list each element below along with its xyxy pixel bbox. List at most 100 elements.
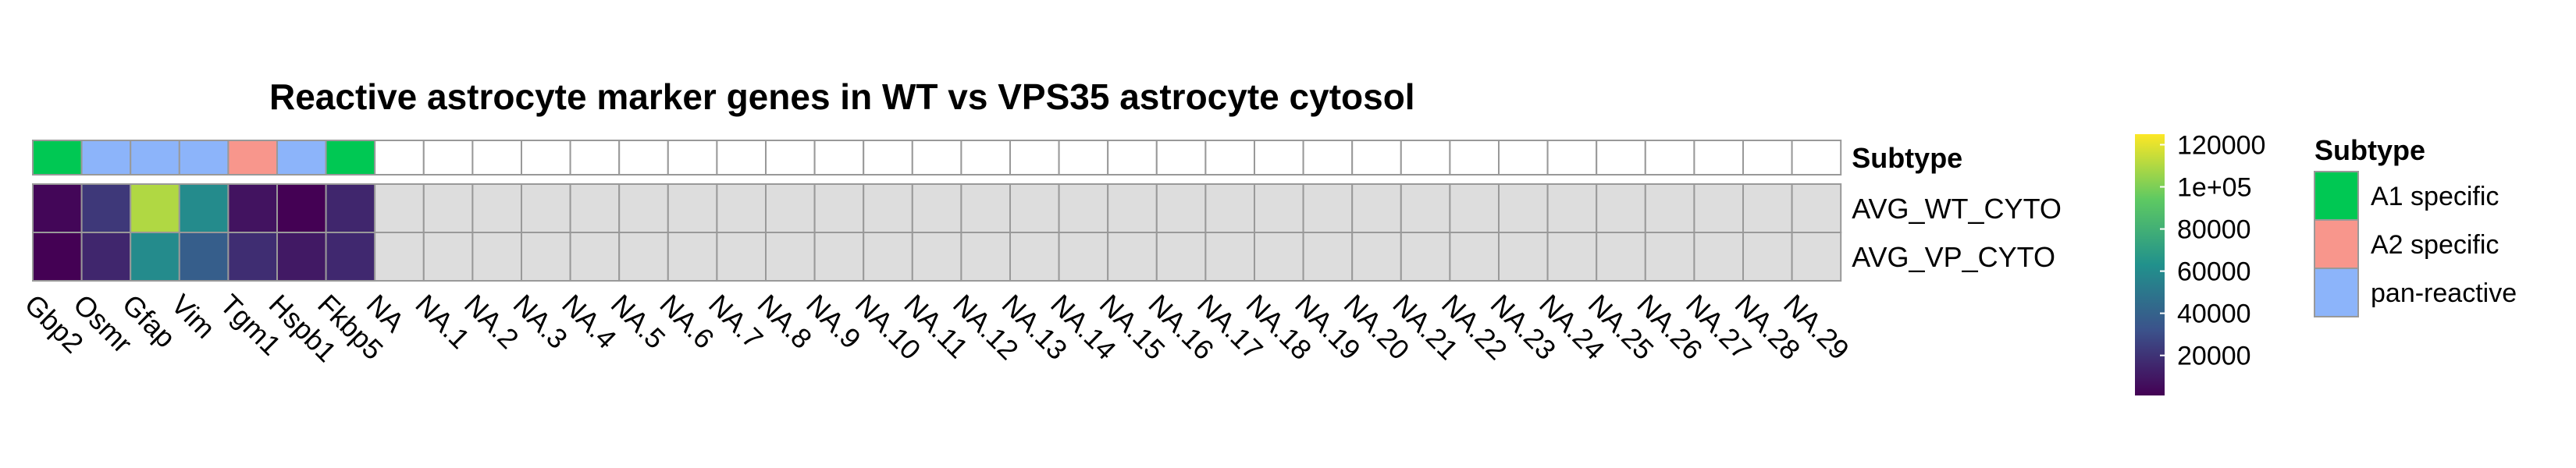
column-label: NA.4 xyxy=(556,288,623,355)
heatmap-cell-AVG_WT_CYTO-NA.18 xyxy=(1254,183,1304,233)
heatmap-cell-AVG_VP_CYTO-NA.22 xyxy=(1449,232,1500,282)
annotation-cell-NA xyxy=(374,140,425,176)
heatmap-cell-AVG_VP_CYTO-NA.15 xyxy=(1107,232,1158,282)
column-label: NA.1 xyxy=(409,288,476,355)
heatmap-cell-AVG_WT_CYTO-NA.21 xyxy=(1400,183,1451,233)
heatmap-cell-AVG_WT_CYTO-NA.9 xyxy=(813,183,865,233)
heatmap-cell-AVG_VP_CYTO-NA.10 xyxy=(863,232,913,282)
heatmap-cell-AVG_VP_CYTO-NA.9 xyxy=(813,232,865,282)
annotation-cell-NA.6 xyxy=(667,140,718,176)
heatmap-cell-AVG_WT_CYTO-NA.15 xyxy=(1107,183,1158,233)
column-label: NA.7 xyxy=(703,288,770,355)
annotation-cell-NA.27 xyxy=(1693,140,1744,176)
annotation-cell-NA.22 xyxy=(1449,140,1500,176)
column-label: NA.8 xyxy=(752,288,819,355)
heatmap-cell-AVG_WT_CYTO-NA.7 xyxy=(716,183,767,233)
heatmap-cell-AVG_VP_CYTO-NA.25 xyxy=(1596,232,1646,282)
heatmap-cell-AVG_WT_CYTO-Vim xyxy=(178,183,229,233)
heatmap-cell-AVG_VP_CYTO-Gbp2 xyxy=(32,232,83,282)
heatmap-cell-AVG_WT_CYTO-NA.22 xyxy=(1449,183,1500,233)
colorbar: 120000 1e+05 80000 60000 40000 20000 xyxy=(2135,131,2265,395)
colorbar-tick-label: 60000 xyxy=(2177,257,2251,287)
heatmap-cell-AVG_WT_CYTO-NA.19 xyxy=(1302,183,1354,233)
annotation-cell-NA.19 xyxy=(1302,140,1354,176)
column-label: NA.6 xyxy=(653,288,720,355)
colorbar-tick-label: 20000 xyxy=(2177,342,2251,371)
annotation-track xyxy=(32,140,1842,176)
annotation-cell-NA.14 xyxy=(1058,140,1109,176)
annotation-cell-NA.20 xyxy=(1351,140,1402,176)
heatmap-cell-AVG_WT_CYTO-NA.8 xyxy=(765,183,816,233)
heatmap-cell-AVG_VP_CYTO-NA.17 xyxy=(1204,232,1256,282)
heatmap-cell-AVG_VP_CYTO-NA.14 xyxy=(1058,232,1109,282)
annotation-cell-Hspb1 xyxy=(276,140,327,176)
heatmap-cell-AVG_WT_CYTO-NA.16 xyxy=(1155,183,1207,233)
column-label: NA.3 xyxy=(507,288,575,355)
column-labels: Gbp2OsmrGfapVimTgm1Hspb1Fkbp5NANA.1NA.2N… xyxy=(19,288,1856,368)
heatmap-cell-AVG_WT_CYTO-NA.14 xyxy=(1058,183,1109,233)
colorbar-tick-label: 1e+05 xyxy=(2177,173,2252,203)
subtype-legend: Subtype A1 specific A2 specific pan-reactiv… xyxy=(2314,134,2517,317)
heatmap-cell-AVG_VP_CYTO-NA.2 xyxy=(471,232,523,282)
heatmap-cell-AVG_WT_CYTO-Osmr xyxy=(80,183,132,233)
annotation-cell-NA.7 xyxy=(716,140,767,176)
heatmap-cell-AVG_VP_CYTO-NA.11 xyxy=(911,232,962,282)
heatmap-cell-AVG_VP_CYTO-NA.24 xyxy=(1546,232,1598,282)
heatmap-cell-AVG_VP_CYTO-Gfap xyxy=(130,232,180,282)
annotation-cell-NA.28 xyxy=(1742,140,1793,176)
column-label: NA.9 xyxy=(800,288,867,355)
colorbar-tick-label: 40000 xyxy=(2177,300,2251,329)
annotation-cell-NA.15 xyxy=(1107,140,1158,176)
annotation-cell-Tgm1 xyxy=(227,140,278,176)
heatmap-cell-AVG_WT_CYTO-NA.23 xyxy=(1498,183,1549,233)
heatmap-cell-AVG_WT_CYTO-Gfap xyxy=(130,183,180,233)
heatmap-cell-AVG_WT_CYTO-NA.6 xyxy=(667,183,718,233)
heatmap-cell-AVG_WT_CYTO-Fkbp5 xyxy=(325,183,376,233)
legend-label: pan-reactive xyxy=(2371,278,2517,308)
heatmap-cell-AVG_VP_CYTO-NA.19 xyxy=(1302,232,1354,282)
annotation-cell-NA.25 xyxy=(1596,140,1646,176)
heatmap-cell-AVG_WT_CYTO-NA.1 xyxy=(422,183,474,233)
heatmap-cell-AVG_VP_CYTO-NA.1 xyxy=(422,232,474,282)
annotation-cell-NA.21 xyxy=(1400,140,1451,176)
heatmap-cell-AVG_WT_CYTO-Tgm1 xyxy=(227,183,278,233)
annotation-cell-NA.5 xyxy=(618,140,669,176)
annotation-cell-Osmr xyxy=(80,140,132,176)
heatmap-cell-AVG_WT_CYTO-NA.4 xyxy=(569,183,621,233)
annotation-cell-NA.10 xyxy=(863,140,913,176)
heatmap-cell-AVG_VP_CYTO-Fkbp5 xyxy=(325,232,376,282)
row-label: AVG_WT_CYTO xyxy=(1852,193,2062,225)
heatmap-cell-AVG_WT_CYTO-NA.20 xyxy=(1351,183,1402,233)
heatmap-cell-AVG_VP_CYTO-NA.6 xyxy=(667,232,718,282)
heatmap-cell-AVG_WT_CYTO-NA.5 xyxy=(618,183,669,233)
annotation-cell-NA.29 xyxy=(1791,140,1842,176)
annotation-cell-Gbp2 xyxy=(32,140,83,176)
heatmap-cell-AVG_VP_CYTO-NA.18 xyxy=(1254,232,1304,282)
heatmap-cell-AVG_VP_CYTO-NA.13 xyxy=(1009,232,1060,282)
annotation-row-label: Subtype xyxy=(1852,142,1962,174)
annotation-cell-NA.24 xyxy=(1546,140,1598,176)
heatmap-cell-AVG_WT_CYTO-NA.3 xyxy=(521,183,571,233)
annotation-cell-NA.13 xyxy=(1009,140,1060,176)
heatmap-cell-AVG_WT_CYTO-NA.25 xyxy=(1596,183,1646,233)
heatmap-cell-AVG_WT_CYTO-Gbp2 xyxy=(32,183,83,233)
heatmap-cell-AVG_VP_CYTO-NA.21 xyxy=(1400,232,1451,282)
annotation-cell-NA.2 xyxy=(471,140,523,176)
column-label: NA.5 xyxy=(605,288,672,355)
heatmap-cell-AVG_VP_CYTO-Vim xyxy=(178,232,229,282)
annotation-cell-NA.16 xyxy=(1155,140,1207,176)
heatmap-cell-AVG_VP_CYTO-Tgm1 xyxy=(227,232,278,282)
annotation-cell-NA.9 xyxy=(813,140,865,176)
heatmap-cell-AVG_VP_CYTO-NA.16 xyxy=(1155,232,1207,282)
annotation-cell-NA.8 xyxy=(765,140,816,176)
heatmap-cell-AVG_WT_CYTO-NA.26 xyxy=(1644,183,1695,233)
heatmap-cell-AVG_WT_CYTO-NA.27 xyxy=(1693,183,1744,233)
heatmap-cell-AVG_VP_CYTO-NA.8 xyxy=(765,232,816,282)
colorbar-tick-label: 120000 xyxy=(2177,131,2265,161)
heatmap-cell-AVG_VP_CYTO-NA.5 xyxy=(618,232,669,282)
colorbar-tick-label: 80000 xyxy=(2177,215,2251,245)
heatmap-cell-AVG_VP_CYTO-NA.20 xyxy=(1351,232,1402,282)
heatmap-cell-AVG_VP_CYTO-NA.27 xyxy=(1693,232,1744,282)
